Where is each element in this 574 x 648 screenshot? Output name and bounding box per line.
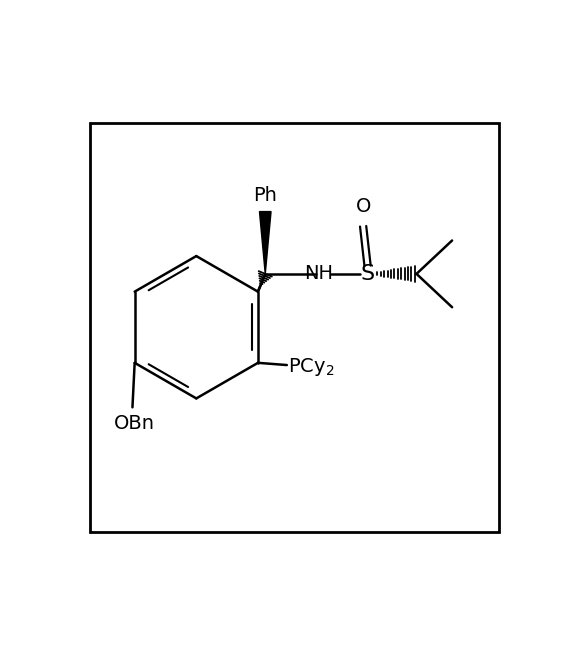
- Polygon shape: [259, 212, 271, 274]
- Text: OBn: OBn: [114, 414, 155, 433]
- Text: O: O: [355, 196, 371, 216]
- Text: S: S: [360, 264, 375, 284]
- Text: NH: NH: [304, 264, 333, 283]
- Text: Ph: Ph: [253, 186, 277, 205]
- Text: PCy$_2$: PCy$_2$: [288, 356, 335, 378]
